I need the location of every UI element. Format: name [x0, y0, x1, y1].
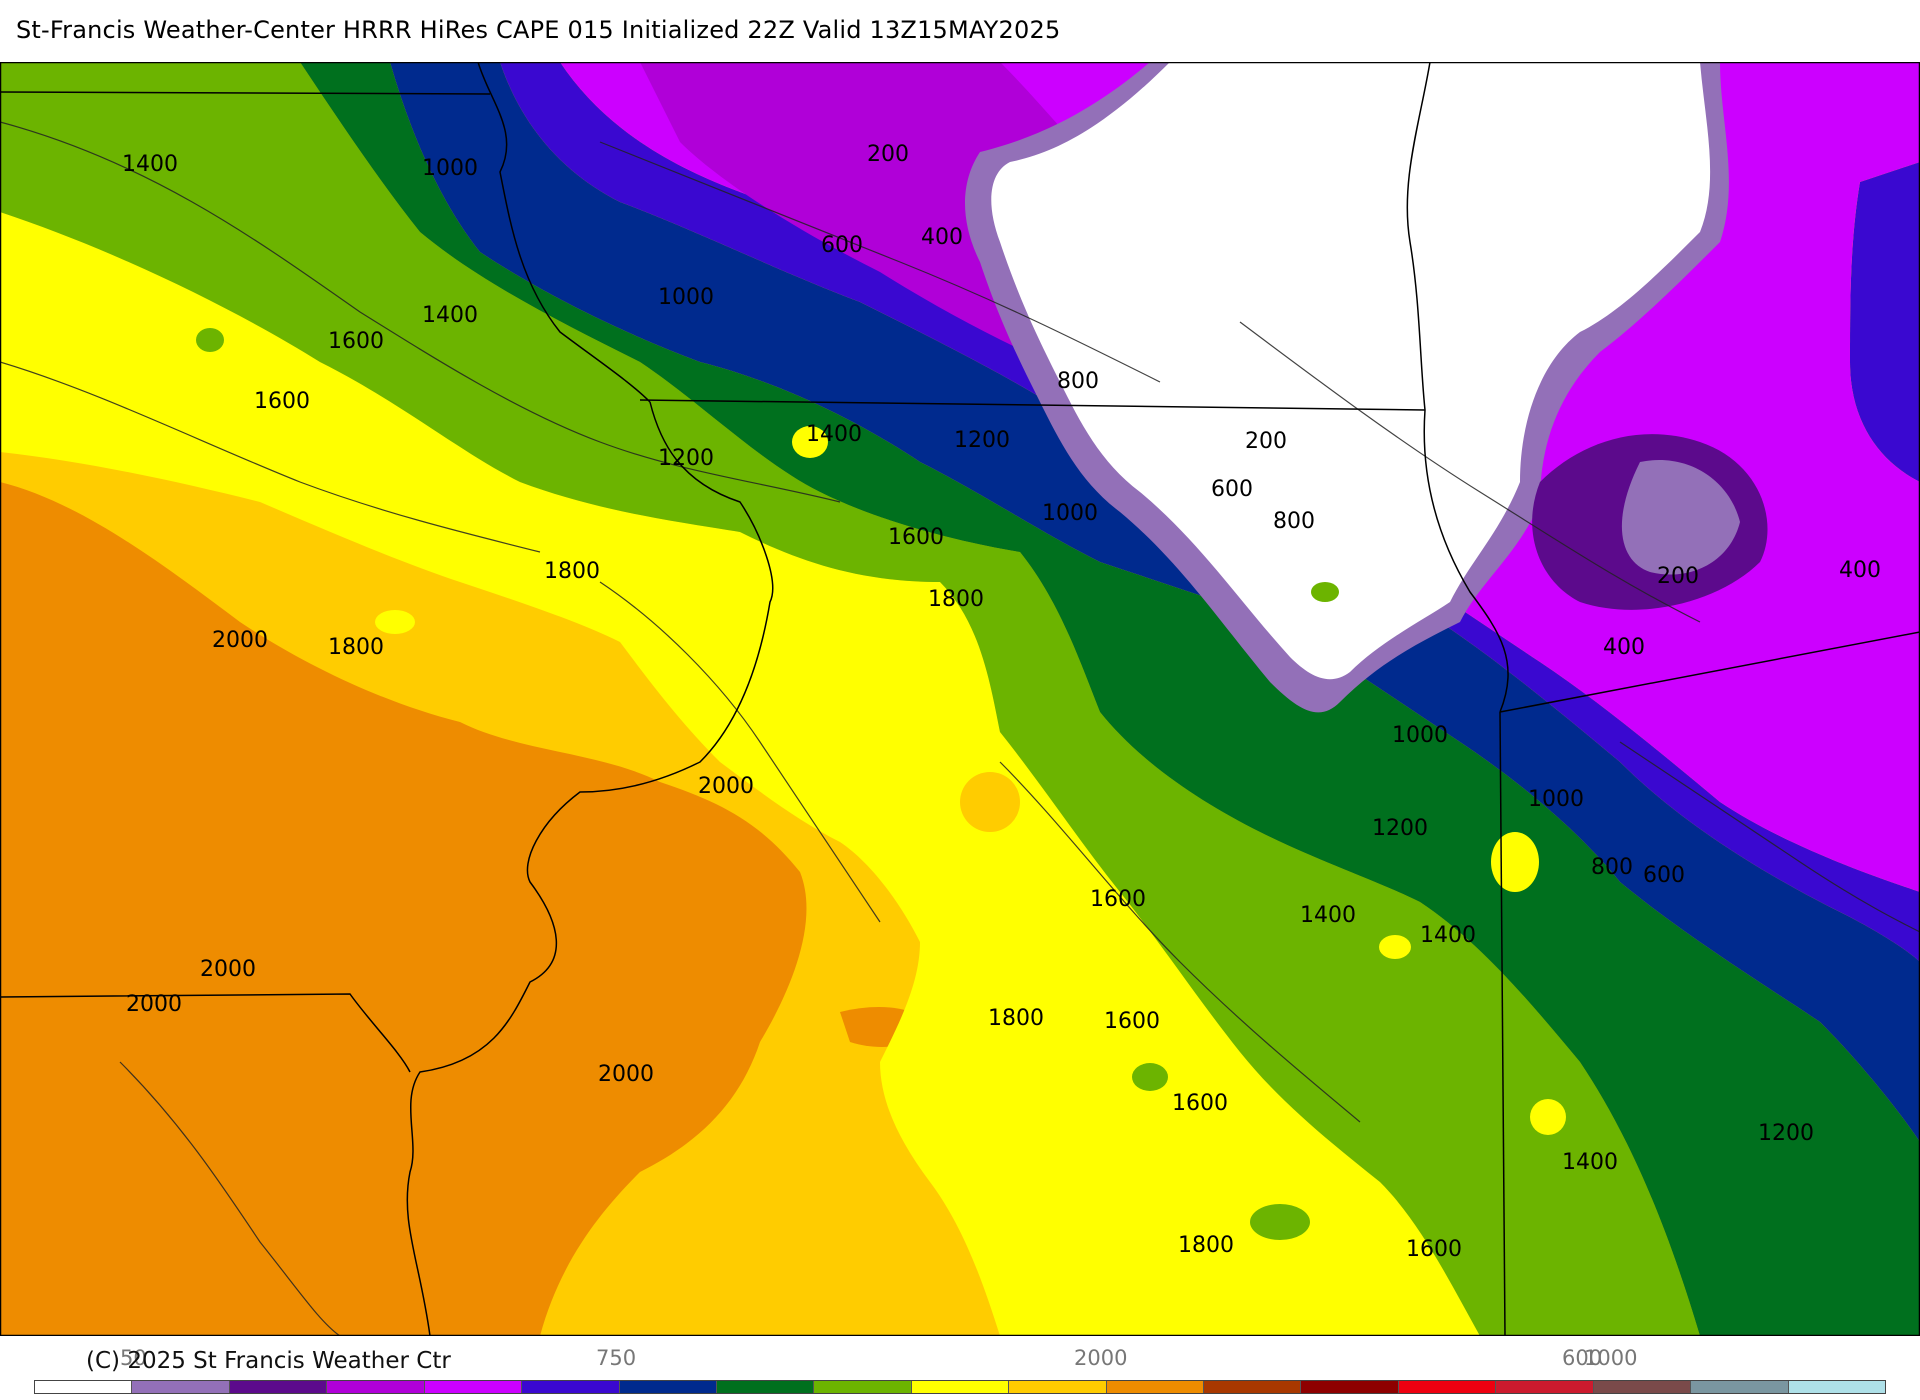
colorbar-swatch	[522, 1381, 620, 1393]
contour-label: 2000	[212, 628, 268, 653]
colorbar-swatch	[814, 1381, 912, 1393]
contour-label: 1200	[954, 428, 1010, 453]
colorbar-swatch	[1009, 1381, 1107, 1393]
contour-label: 1200	[1758, 1121, 1814, 1146]
cape-band-green	[0, 62, 1700, 1336]
contour-label: 1800	[988, 1006, 1044, 1031]
contour-label: 2000	[200, 957, 256, 982]
contour-label: 2000	[126, 992, 182, 1017]
colorbar-tick-label: 750	[596, 1346, 637, 1370]
cape-band-blue-violet	[1850, 162, 1920, 482]
cape-island	[960, 772, 1020, 832]
cape-island	[1250, 1204, 1310, 1240]
colorbar-tick-label: 1000	[1584, 1346, 1638, 1370]
contour-label: 800	[1057, 369, 1099, 394]
contour-label: 1600	[254, 389, 310, 414]
cape-band-white	[991, 62, 1711, 680]
contour-label: 600	[1643, 863, 1685, 888]
cape-island	[375, 610, 415, 634]
colorbar-swatch	[1496, 1381, 1594, 1393]
colorbar-swatch	[911, 1381, 1010, 1393]
contour-label: 1600	[1090, 887, 1146, 912]
colorbar-swatch	[1398, 1381, 1497, 1393]
contour-label: 1800	[928, 587, 984, 612]
colorbar-swatch	[132, 1381, 230, 1393]
contour-label: 1800	[328, 635, 384, 660]
contour-label: 1400	[1300, 903, 1356, 928]
contour-label: 200	[1245, 429, 1287, 454]
contour-label: 800	[1273, 509, 1315, 534]
contour-label: 2000	[598, 1062, 654, 1087]
colorbar-swatch	[327, 1381, 425, 1393]
cape-band-blue-violet	[500, 62, 1920, 962]
colorbar-swatch	[716, 1381, 815, 1393]
copyright-notice: (C) 2025 St Francis Weather Ctr	[86, 1348, 451, 1374]
colorbar-swatch	[1788, 1381, 1886, 1393]
cape-island	[196, 328, 224, 352]
colorbar-swatch	[1204, 1381, 1302, 1393]
contour-label: 200	[867, 142, 909, 167]
state-borders	[0, 62, 1920, 1336]
contour-label: 600	[1211, 477, 1253, 502]
contour-label: 1800	[1178, 1233, 1234, 1258]
cape-band-yellow	[0, 212, 1480, 1336]
contour-label: 200	[1657, 564, 1699, 589]
cape-band-dark-green	[300, 62, 1920, 1336]
contour-label: 1200	[1372, 816, 1428, 841]
cape-island	[1530, 1099, 1566, 1135]
contour-label: 1400	[422, 303, 478, 328]
contour-label: 1400	[1420, 923, 1476, 948]
cape-island	[1132, 1063, 1168, 1091]
contour-label: 1600	[328, 329, 384, 354]
contour-label: 600	[821, 233, 863, 258]
colorbar	[34, 1380, 1886, 1394]
contour-label: 1600	[1104, 1009, 1160, 1034]
colorbar-tick-label: 50	[120, 1346, 147, 1370]
contour-label: 800	[1591, 855, 1633, 880]
contour-label: 400	[1603, 635, 1645, 660]
contour-label: 1600	[1172, 1091, 1228, 1116]
colorbar-tick-label: 600	[1562, 1346, 1603, 1370]
contour-label: 1000	[422, 156, 478, 181]
colorbar-swatch	[619, 1381, 717, 1393]
contour-label: 400	[1839, 558, 1881, 583]
contour-label: 1400	[122, 152, 178, 177]
contour-labels: 1400 1000 200 400 600 1000 1400 1600 160…	[122, 142, 1881, 1262]
cape-island	[1491, 832, 1539, 892]
contour-label: 1000	[1528, 787, 1584, 812]
contour-label: 1000	[1392, 723, 1448, 748]
contour-label: 1800	[544, 559, 600, 584]
cape-band-orange	[0, 482, 807, 1336]
contour-label: 1400	[806, 422, 862, 447]
contour-label: 1400	[1562, 1150, 1618, 1175]
colorbar-swatch	[1301, 1381, 1399, 1393]
contour-label: 1600	[888, 525, 944, 550]
colorbar-legend: 50 750 2000 600 1000 (C) 2025 St Francis…	[0, 1336, 1920, 1400]
colorbar-swatch	[1106, 1381, 1205, 1393]
cape-band-lavender	[1621, 460, 1740, 575]
cape-island	[1311, 582, 1339, 602]
cape-band-navy	[390, 62, 1920, 1142]
cape-island	[792, 426, 828, 458]
colorbar-swatch	[424, 1381, 523, 1393]
contour-label: 1000	[1042, 501, 1098, 526]
contour-label: 1600	[1406, 1237, 1462, 1262]
contour-label: 2000	[698, 774, 754, 799]
map-title: St-Francis Weather-Center HRRR HiRes CAP…	[16, 16, 1061, 44]
colorbar-swatch	[1691, 1381, 1789, 1393]
colorbar-tick-label: 2000	[1074, 1346, 1128, 1370]
colorbar-swatch	[229, 1381, 328, 1393]
colorbar-swatch	[1593, 1381, 1692, 1393]
contour-label: 400	[921, 225, 963, 250]
cape-map[interactable]: 1400 1000 200 400 600 1000 1400 1600 160…	[0, 62, 1920, 1336]
contour-lines	[0, 121, 1920, 1336]
contour-label: 1200	[658, 446, 714, 471]
contour-label: 1000	[658, 285, 714, 310]
colorbar-swatch	[35, 1381, 133, 1393]
cape-island	[1379, 935, 1411, 959]
